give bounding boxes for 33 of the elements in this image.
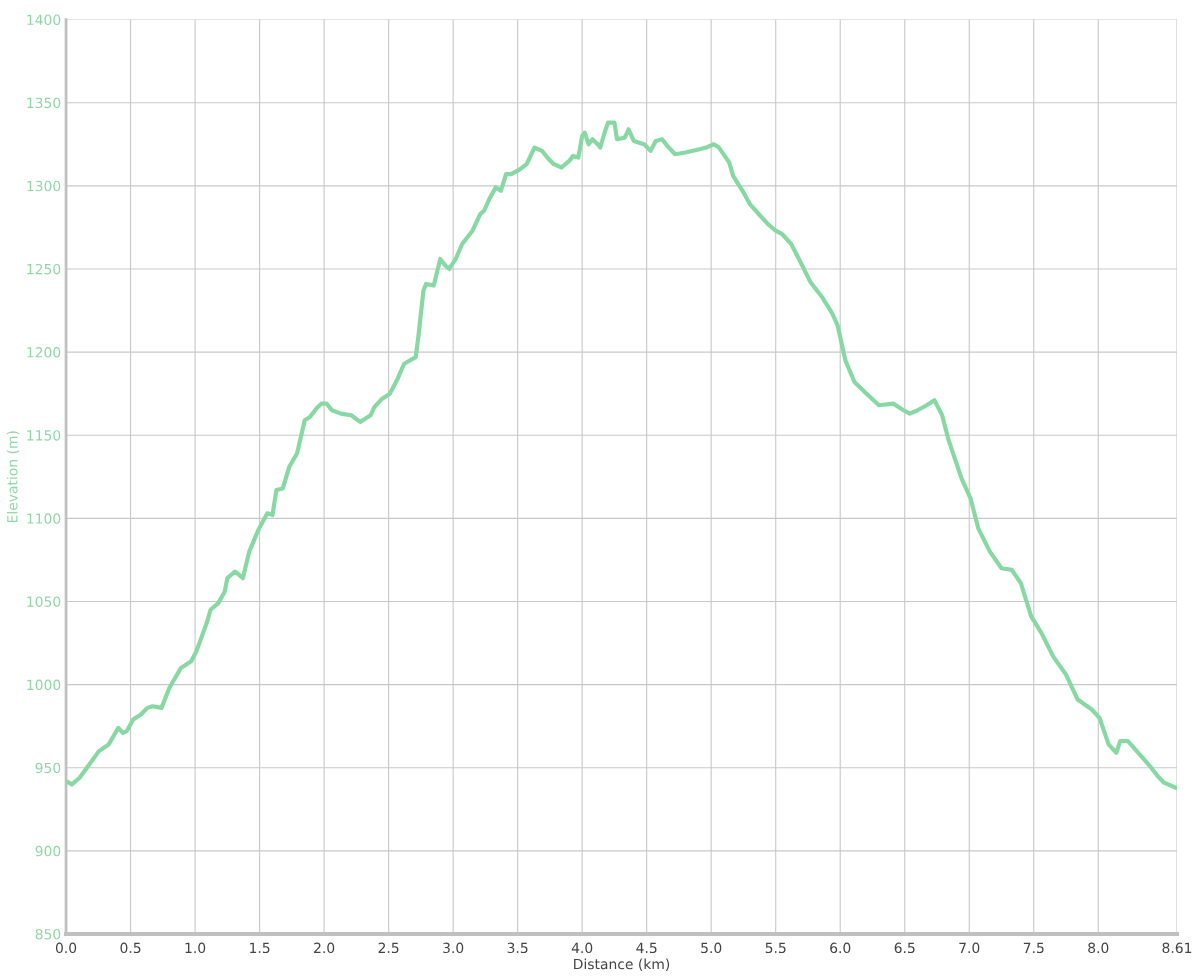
y-tick-label: 1250: [27, 263, 61, 275]
x-tick-label: 8.0: [1088, 942, 1109, 954]
y-tick-label: 850: [35, 928, 61, 940]
x-tick-label: 0.0: [55, 942, 77, 954]
y-tick-label: 1050: [27, 596, 61, 607]
x-tick-label: 7.5: [1023, 942, 1044, 954]
x-tick-label: 4.0: [571, 942, 593, 954]
y-tick-label: 1400: [27, 14, 61, 26]
y-tick-label: 950: [35, 762, 61, 774]
y-tick-label: 1200: [27, 347, 61, 358]
x-tick-label: 6.5: [894, 942, 915, 954]
x-tick-label: 1.0: [185, 942, 206, 954]
y-tick-label: 1150: [27, 430, 61, 441]
x-tick-label: 5.0: [701, 942, 722, 954]
y-tick-label: 900: [35, 845, 61, 857]
y-tick-label: 1350: [27, 97, 61, 109]
x-tick-label: 5.5: [765, 942, 786, 954]
line-series: [66, 120, 1177, 790]
x-tick-label: 6.0: [830, 942, 851, 954]
x-tick-label: 1.5: [250, 942, 270, 954]
x-tick-label: 4.5: [636, 942, 657, 954]
y-tick-label: 1100: [27, 513, 61, 524]
x-tick-label: 0.5: [120, 942, 141, 954]
x-tick-label: 8.61: [1162, 942, 1192, 954]
x-tick-label: 3.5: [507, 942, 528, 954]
x-axis-title: Distance (km): [574, 958, 670, 971]
x-tick-label: 2.0: [314, 942, 335, 954]
y-tick-label: 1000: [27, 679, 61, 691]
x-tick-label: 3.0: [443, 942, 464, 954]
x-tick-label: 7.0: [959, 942, 980, 954]
x-tick-label: 2.5: [378, 942, 399, 954]
y-tick-label: 1300: [27, 180, 61, 192]
y-axis-title: Elevation (m): [6, 431, 20, 523]
